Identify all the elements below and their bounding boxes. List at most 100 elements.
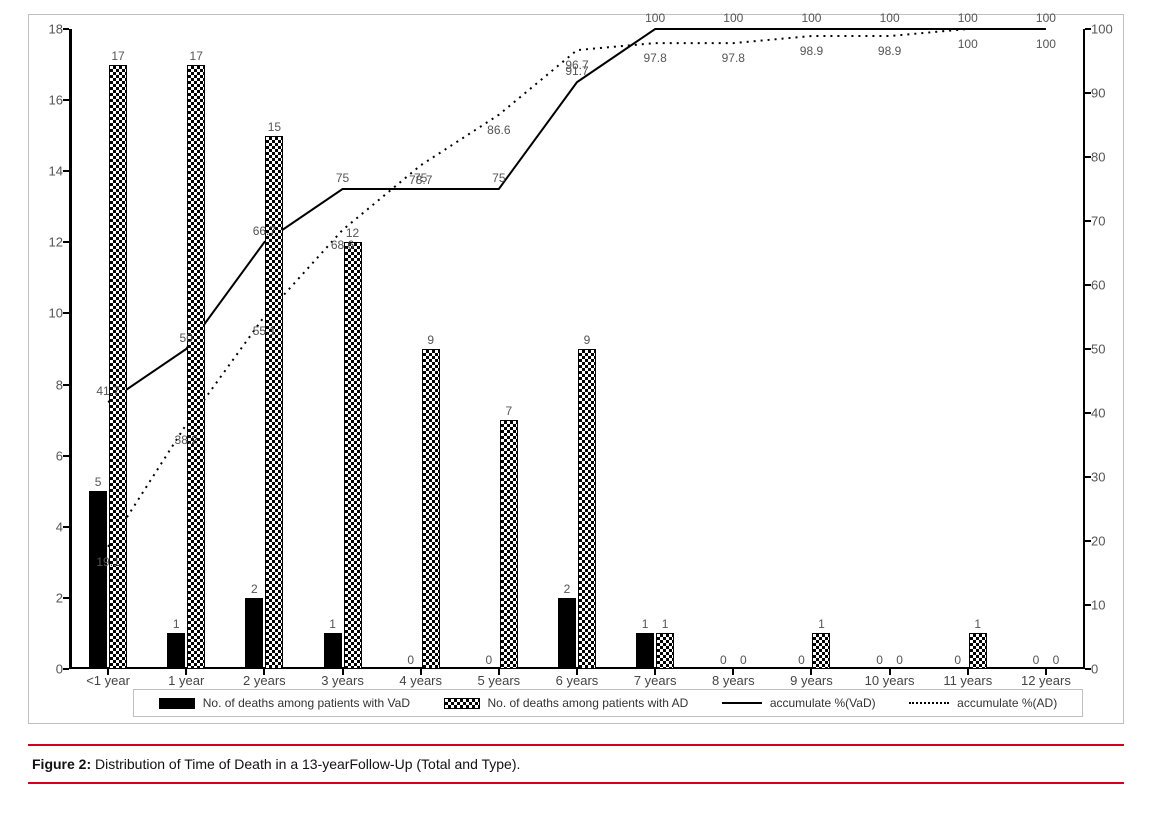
bar-ad bbox=[109, 65, 127, 669]
bar-ad-value: 17 bbox=[190, 49, 203, 63]
y2-tick-label: 60 bbox=[1091, 278, 1121, 293]
line-ad-pct-value: 78.7 bbox=[409, 173, 432, 187]
y2-tick-label: 0 bbox=[1091, 662, 1121, 677]
bar-vad-value: 0 bbox=[954, 653, 961, 667]
x-category-label: 11 years bbox=[943, 673, 992, 688]
plot-area: 0246810121416180102030405060708090100<1 … bbox=[69, 29, 1085, 669]
legend-label: accumulate %(AD) bbox=[957, 696, 1057, 710]
line-ad-pct-value: 98.9 bbox=[878, 44, 901, 58]
bar-vad-value: 0 bbox=[720, 653, 727, 667]
legend-item-ad-line: accumulate %(AD) bbox=[909, 696, 1057, 710]
bar-ad bbox=[891, 667, 909, 669]
swatch-bar-hatch-icon bbox=[444, 698, 480, 709]
y2-tick-label: 40 bbox=[1091, 406, 1121, 421]
x-category-label: 4 years bbox=[399, 673, 442, 688]
y1-tick-label: 18 bbox=[33, 22, 63, 37]
bar-vad-value: 1 bbox=[173, 617, 180, 631]
line-vad-pct-value: 66.7 bbox=[253, 224, 276, 238]
bar-vad bbox=[167, 633, 185, 669]
y1-tick-label: 16 bbox=[33, 93, 63, 108]
caption-rule-bottom bbox=[28, 782, 1124, 784]
x-category-label: 8 years bbox=[712, 673, 755, 688]
line-vad-pct-value: 100 bbox=[958, 11, 978, 25]
bar-vad-value: 0 bbox=[876, 653, 883, 667]
legend-label: No. of deaths among patients with AD bbox=[488, 696, 689, 710]
line-vad-pct-value: 75 bbox=[492, 171, 505, 185]
line-vad-pct-value: 100 bbox=[801, 11, 821, 25]
y1-tick-label: 14 bbox=[33, 164, 63, 179]
y2-tick-label: 80 bbox=[1091, 150, 1121, 165]
line-ad-pct-value: 19.1 bbox=[96, 555, 119, 569]
y2-tick-label: 20 bbox=[1091, 534, 1121, 549]
line-ad-pct-value: 68.6 bbox=[331, 238, 354, 252]
line-ad-pct-value: 97.8 bbox=[643, 51, 666, 65]
bar-vad-value: 0 bbox=[1033, 653, 1040, 667]
caption-text: Distribution of Time of Death in a 13-ye… bbox=[91, 756, 520, 772]
bar-ad-value: 9 bbox=[584, 333, 591, 347]
line-vad-pct-value: 41.7 bbox=[96, 384, 119, 398]
bar-vad-value: 0 bbox=[486, 653, 493, 667]
bar-vad-value: 1 bbox=[329, 617, 336, 631]
bar-ad-value: 7 bbox=[506, 404, 513, 418]
line-ad-pct-value: 97.8 bbox=[722, 51, 745, 65]
swatch-line-dotted-icon bbox=[909, 702, 949, 704]
line-overlay bbox=[69, 29, 1085, 669]
line-ad-pct-value: 96.7 bbox=[565, 58, 588, 72]
line-vad-pct-value: 100 bbox=[645, 11, 665, 25]
line-ad-pct-value: 86.6 bbox=[487, 123, 510, 137]
y1-tick-label: 10 bbox=[33, 306, 63, 321]
bar-ad bbox=[500, 420, 518, 669]
bar-vad bbox=[636, 633, 654, 669]
bar-ad-value: 1 bbox=[662, 617, 669, 631]
bar-ad bbox=[344, 242, 362, 669]
legend-label: accumulate %(VaD) bbox=[770, 696, 876, 710]
line-vad-pct-value: 100 bbox=[1036, 11, 1056, 25]
line-ad-pct-value: 100 bbox=[1036, 37, 1056, 51]
line-vad-pct-value: 75 bbox=[336, 171, 349, 185]
line-ad-pct-value: 100 bbox=[958, 37, 978, 51]
bar-ad bbox=[187, 65, 205, 669]
bar-vad-value: 0 bbox=[407, 653, 414, 667]
y2-tick-label: 10 bbox=[1091, 598, 1121, 613]
bar-ad-value: 1 bbox=[974, 617, 981, 631]
bar-ad bbox=[1047, 667, 1065, 669]
x-category-label: 7 years bbox=[634, 673, 677, 688]
caption-prefix: Figure 2: bbox=[32, 756, 91, 772]
bar-ad-value: 17 bbox=[111, 49, 124, 63]
y1-tick-label: 4 bbox=[33, 519, 63, 534]
bar-vad bbox=[324, 633, 342, 669]
legend-item-ad-bars: No. of deaths among patients with AD bbox=[444, 696, 689, 710]
bar-ad bbox=[265, 136, 283, 669]
x-category-label: 9 years bbox=[790, 673, 833, 688]
legend-label: No. of deaths among patients with VaD bbox=[203, 696, 410, 710]
bar-vad-value: 0 bbox=[798, 653, 805, 667]
line-ad-pct-value: 98.9 bbox=[800, 44, 823, 58]
y1-tick-label: 0 bbox=[33, 662, 63, 677]
y2-tick-label: 90 bbox=[1091, 86, 1121, 101]
bar-vad-value: 2 bbox=[251, 582, 258, 596]
y1-tick-label: 12 bbox=[33, 235, 63, 250]
swatch-line-solid-icon bbox=[722, 702, 762, 704]
bar-ad-value: 0 bbox=[1053, 653, 1060, 667]
bar-vad-value: 5 bbox=[95, 475, 102, 489]
bar-ad-value: 15 bbox=[268, 120, 281, 134]
x-category-label: 10 years bbox=[865, 673, 915, 688]
line-ad-pct-value: 38.2 bbox=[175, 433, 198, 447]
swatch-bar-solid-icon bbox=[159, 698, 195, 709]
x-category-label: 1 year bbox=[168, 673, 204, 688]
legend-item-vad-bars: No. of deaths among patients with VaD bbox=[159, 696, 410, 710]
bar-ad bbox=[422, 349, 440, 669]
y2-tick-label: 100 bbox=[1091, 22, 1121, 37]
x-category-label: 2 years bbox=[243, 673, 286, 688]
bar-ad-value: 0 bbox=[740, 653, 747, 667]
bar-ad bbox=[578, 349, 596, 669]
y2-tick-label: 30 bbox=[1091, 470, 1121, 485]
line-vad-pct-value: 50 bbox=[180, 331, 193, 345]
bar-ad-value: 1 bbox=[818, 617, 825, 631]
x-category-label: 5 years bbox=[478, 673, 521, 688]
line-ad-pct-value: 55.1 bbox=[253, 324, 276, 338]
bar-ad-value: 9 bbox=[427, 333, 434, 347]
bar-vad bbox=[245, 598, 263, 669]
caption-rule-top bbox=[28, 744, 1124, 746]
y2-tick-label: 50 bbox=[1091, 342, 1121, 357]
